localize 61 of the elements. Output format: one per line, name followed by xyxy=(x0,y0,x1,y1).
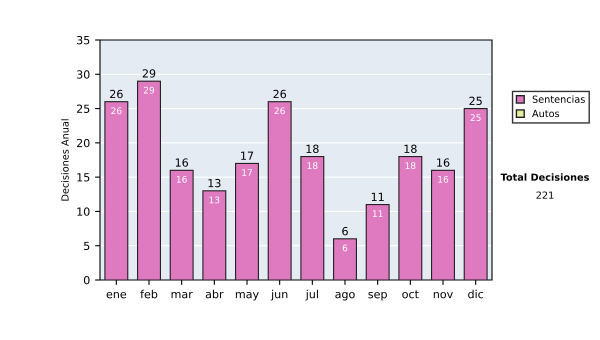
x-tick-label: dic xyxy=(468,290,484,298)
bar xyxy=(366,204,390,280)
total-label: 29 xyxy=(142,69,156,78)
total-label: 18 xyxy=(306,144,319,154)
data-label: 17 xyxy=(242,169,252,176)
bar xyxy=(104,101,128,280)
data-label: 18 xyxy=(308,162,318,170)
y-tick-label: 15 xyxy=(77,173,90,182)
text: Total Decisiones xyxy=(500,173,589,181)
bar xyxy=(300,156,324,280)
data-label: 16 xyxy=(438,176,448,183)
bar xyxy=(431,170,455,280)
y-tick-label: 25 xyxy=(76,104,90,113)
bar xyxy=(464,108,488,280)
x-tick-label: may xyxy=(236,292,259,300)
y-tick-label: 0 xyxy=(84,276,90,284)
x-tick-label: ago xyxy=(335,292,355,300)
data-label: 11 xyxy=(372,210,383,217)
y-tick-label: 20 xyxy=(76,138,90,148)
x-tick-label: jun xyxy=(270,290,288,300)
data-label: 25 xyxy=(470,114,481,122)
x-tick-label: jul xyxy=(306,290,318,300)
data-label: 26 xyxy=(274,107,285,114)
y-tick-label: 5 xyxy=(84,242,90,250)
x-tick-label: mar xyxy=(172,292,193,298)
total-label: 18 xyxy=(404,144,417,154)
total-label: 26 xyxy=(110,90,123,98)
total-label: 26 xyxy=(273,90,286,98)
x-tick-label: nov xyxy=(434,292,453,298)
data-label: 18 xyxy=(406,162,416,170)
total-label: 25 xyxy=(469,96,482,106)
x-tick-label: sep xyxy=(368,292,387,300)
bar xyxy=(333,238,357,280)
bar xyxy=(235,162,259,280)
bar xyxy=(170,170,194,280)
y-tick-label: 30 xyxy=(76,70,90,79)
y-tick-label: 35 xyxy=(76,36,90,44)
data-label: 6 xyxy=(342,244,348,252)
data-label: 29 xyxy=(144,86,154,94)
legend-label: Autos xyxy=(532,110,560,118)
bar xyxy=(137,80,161,280)
data-label: 13 xyxy=(210,196,220,204)
x-tick-label: ene xyxy=(106,292,126,298)
bar xyxy=(268,101,292,280)
total-label: 13 xyxy=(208,178,221,188)
y-tick-label: 10 xyxy=(77,207,90,216)
x-tick-label: feb xyxy=(140,290,158,298)
data-label: 26 xyxy=(111,107,122,114)
bar xyxy=(202,190,226,280)
text: 221 xyxy=(536,191,554,199)
total-label: 16 xyxy=(176,158,188,167)
data-label: 16 xyxy=(176,176,187,183)
y-axis-title: Decisiones Anual xyxy=(61,119,69,201)
total-label: 11 xyxy=(372,192,384,201)
x-tick-label: abr xyxy=(206,290,224,298)
total-label: 6 xyxy=(342,226,348,236)
total-label: 16 xyxy=(437,158,450,167)
x-tick-label: oct xyxy=(402,290,419,298)
bar xyxy=(398,156,422,280)
total-label: 17 xyxy=(241,152,254,160)
legend-label: Sentencias xyxy=(532,95,585,103)
